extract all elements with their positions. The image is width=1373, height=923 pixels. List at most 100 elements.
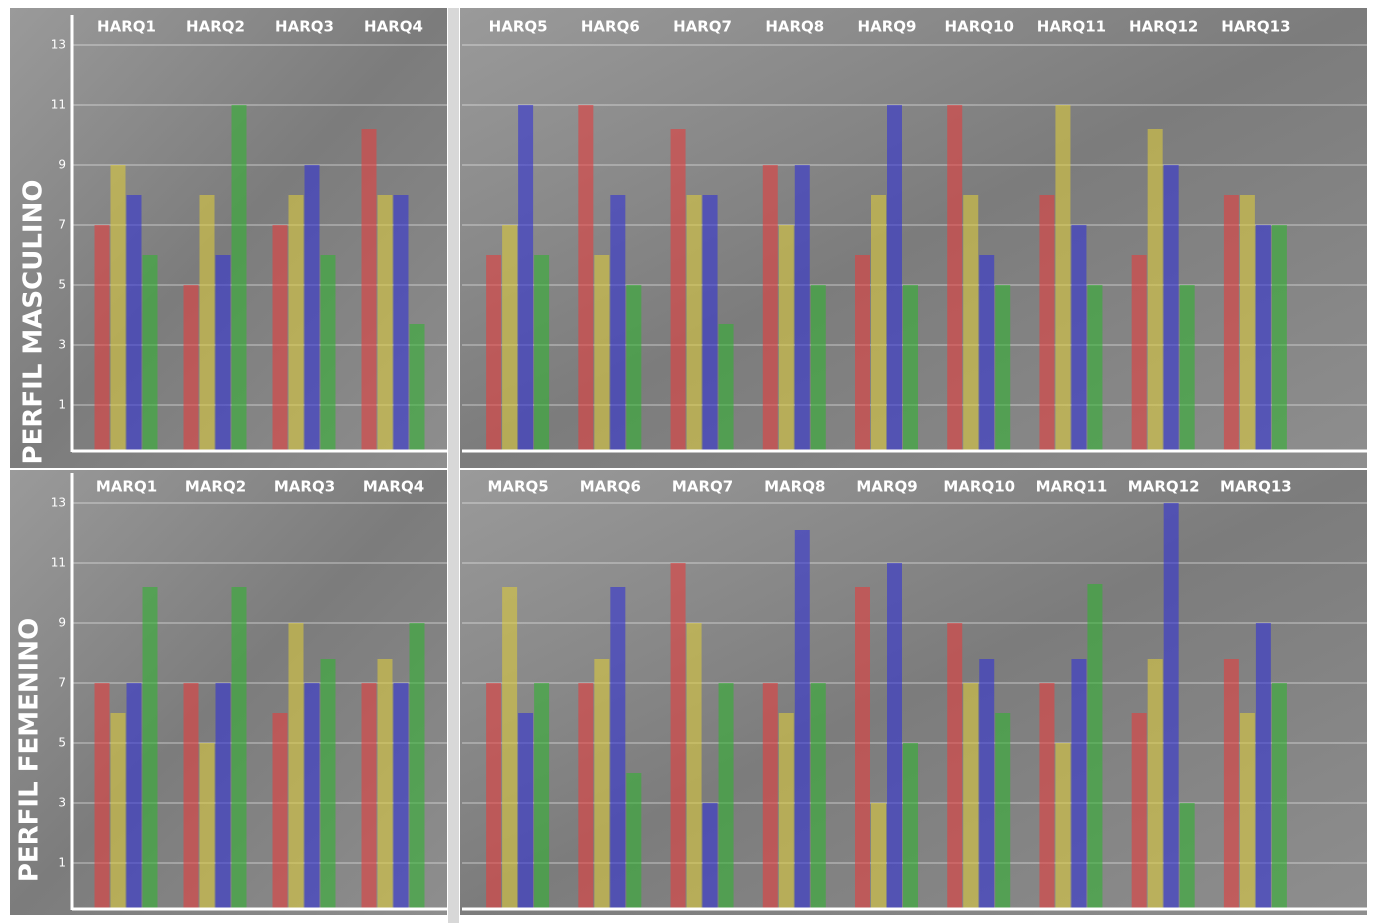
y-tick-label: 3: [58, 338, 66, 352]
bar: [231, 587, 247, 908]
bar: [377, 659, 393, 908]
bar: [963, 195, 979, 450]
bar: [409, 324, 425, 450]
row-label: PERFIL FEMENINO: [15, 618, 45, 882]
bar: [995, 285, 1011, 450]
bar: [762, 165, 778, 450]
y-tick-label: 5: [58, 278, 66, 292]
category-label: HARQ5: [489, 18, 548, 36]
y-tick-label: 3: [58, 796, 66, 810]
bar: [1255, 225, 1271, 450]
bar: [1147, 129, 1163, 450]
y-tick-label: 5: [58, 736, 66, 750]
bar: [963, 683, 979, 908]
bar: [1179, 803, 1195, 908]
bar: [320, 255, 336, 450]
bar: [1055, 105, 1071, 450]
bar: [1087, 285, 1103, 450]
category-label: MARQ11: [1036, 478, 1108, 496]
bar: [903, 743, 918, 908]
category-label: MARQ8: [764, 478, 825, 496]
bar: [594, 255, 610, 450]
category-label: MARQ3: [274, 478, 335, 496]
bar: [702, 803, 718, 908]
category-label: MARQ12: [1128, 478, 1200, 496]
bar: [215, 683, 231, 908]
bar: [887, 105, 902, 450]
bar: [762, 683, 778, 908]
bar: [626, 285, 642, 450]
bar: [215, 255, 231, 450]
category-label: HARQ4: [364, 18, 423, 36]
bar: [1255, 623, 1271, 908]
bar: [979, 659, 995, 908]
bar: [670, 563, 686, 908]
bar: [578, 683, 594, 908]
bar: [361, 683, 377, 908]
bar: [794, 165, 810, 450]
category-label: HARQ12: [1129, 18, 1198, 36]
bar: [272, 225, 288, 450]
bar: [871, 803, 886, 908]
bar: [486, 255, 502, 450]
bar: [502, 587, 518, 908]
bar: [686, 195, 702, 450]
y-tick-label: 1: [58, 398, 66, 412]
bar: [1071, 659, 1087, 908]
bar: [794, 530, 810, 908]
bar: [1131, 255, 1147, 450]
bar: [409, 623, 425, 908]
category-label: HARQ9: [858, 18, 917, 36]
bar: [534, 255, 550, 450]
category-label: HARQ3: [275, 18, 334, 36]
bar: [947, 105, 963, 450]
bar: [718, 324, 734, 450]
bar: [1131, 713, 1147, 908]
bar: [304, 683, 320, 908]
bar: [518, 105, 534, 450]
bar: [199, 743, 215, 908]
category-label: MARQ2: [185, 478, 246, 496]
category-label: MARQ6: [580, 478, 641, 496]
bar: [304, 165, 320, 450]
bar: [1087, 584, 1103, 908]
bar: [1071, 225, 1087, 450]
bar: [855, 255, 870, 450]
bar: [995, 713, 1011, 908]
bar: [1179, 285, 1195, 450]
category-label: HARQ13: [1221, 18, 1290, 36]
bar: [1055, 743, 1071, 908]
bar: [578, 105, 594, 450]
bar: [231, 105, 247, 450]
bar: [126, 683, 142, 908]
bar: [778, 225, 794, 450]
bar: [183, 285, 199, 450]
bar: [778, 713, 794, 908]
bar: [288, 623, 304, 908]
bar: [142, 587, 158, 908]
bar: [502, 225, 518, 450]
row-label: PERFIL MASCULINO: [19, 180, 49, 465]
y-tick-label: 13: [51, 496, 66, 510]
y-tick-label: 11: [51, 98, 66, 112]
y-tick-label: 1: [58, 856, 66, 870]
bar: [947, 623, 963, 908]
bar: [1223, 659, 1239, 908]
category-label: MARQ1: [96, 478, 157, 496]
bar: [320, 659, 336, 908]
bar: [183, 683, 199, 908]
bar: [1271, 225, 1287, 450]
bar: [1039, 195, 1055, 450]
bar: [1223, 195, 1239, 450]
bar: [887, 563, 902, 908]
bar: [686, 623, 702, 908]
bar: [142, 255, 158, 450]
bar: [702, 195, 718, 450]
bar: [486, 683, 502, 908]
bar: [626, 773, 642, 908]
bar: [594, 659, 610, 908]
bar: [272, 713, 288, 908]
y-tick-label: 7: [58, 218, 66, 232]
category-label: MARQ7: [672, 478, 733, 496]
